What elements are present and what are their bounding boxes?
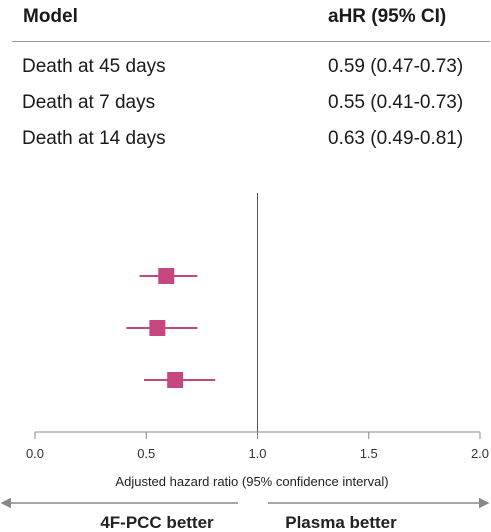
- results-table: Model aHR (95% CI) Death at 45 days 0.59…: [12, 0, 490, 150]
- x-tick-label: 0.5: [137, 446, 155, 461]
- row-ahr: 0.55 (0.41-0.73): [328, 92, 464, 113]
- hazard-ratio-marker: [149, 320, 166, 336]
- row-model: Death at 45 days: [22, 56, 166, 77]
- header-model: Model: [23, 6, 78, 27]
- row-model: Death at 7 days: [22, 92, 156, 113]
- hazard-ratio-marker: [167, 372, 184, 388]
- left-direction-label: 4F-PCC better: [100, 513, 214, 532]
- table-row: Death at 7 days 0.55 (0.41-0.73): [12, 78, 490, 114]
- x-tick-label: 1.5: [360, 446, 378, 461]
- row-model: Death at 14 days: [22, 128, 166, 149]
- table-header: Model aHR (95% CI): [12, 0, 490, 42]
- header-ahr: aHR (95% CI): [328, 6, 447, 27]
- x-tick-label: 1.0: [248, 446, 266, 461]
- x-tick-label: 0.0: [26, 446, 44, 461]
- right-direction-label: Plasma better: [285, 513, 397, 532]
- x-tick-label: 2.0: [471, 446, 489, 461]
- hazard-ratio-marker: [158, 268, 175, 284]
- row-ahr: 0.59 (0.47-0.73): [328, 56, 464, 77]
- table-row: Death at 45 days 0.59 (0.47-0.73): [12, 42, 490, 78]
- row-ahr: 0.63 (0.49-0.81): [328, 128, 464, 149]
- table-row: Death at 14 days 0.63 (0.49-0.81): [12, 114, 490, 150]
- x-axis-title: Adjusted hazard ratio (95% confidence in…: [115, 474, 388, 489]
